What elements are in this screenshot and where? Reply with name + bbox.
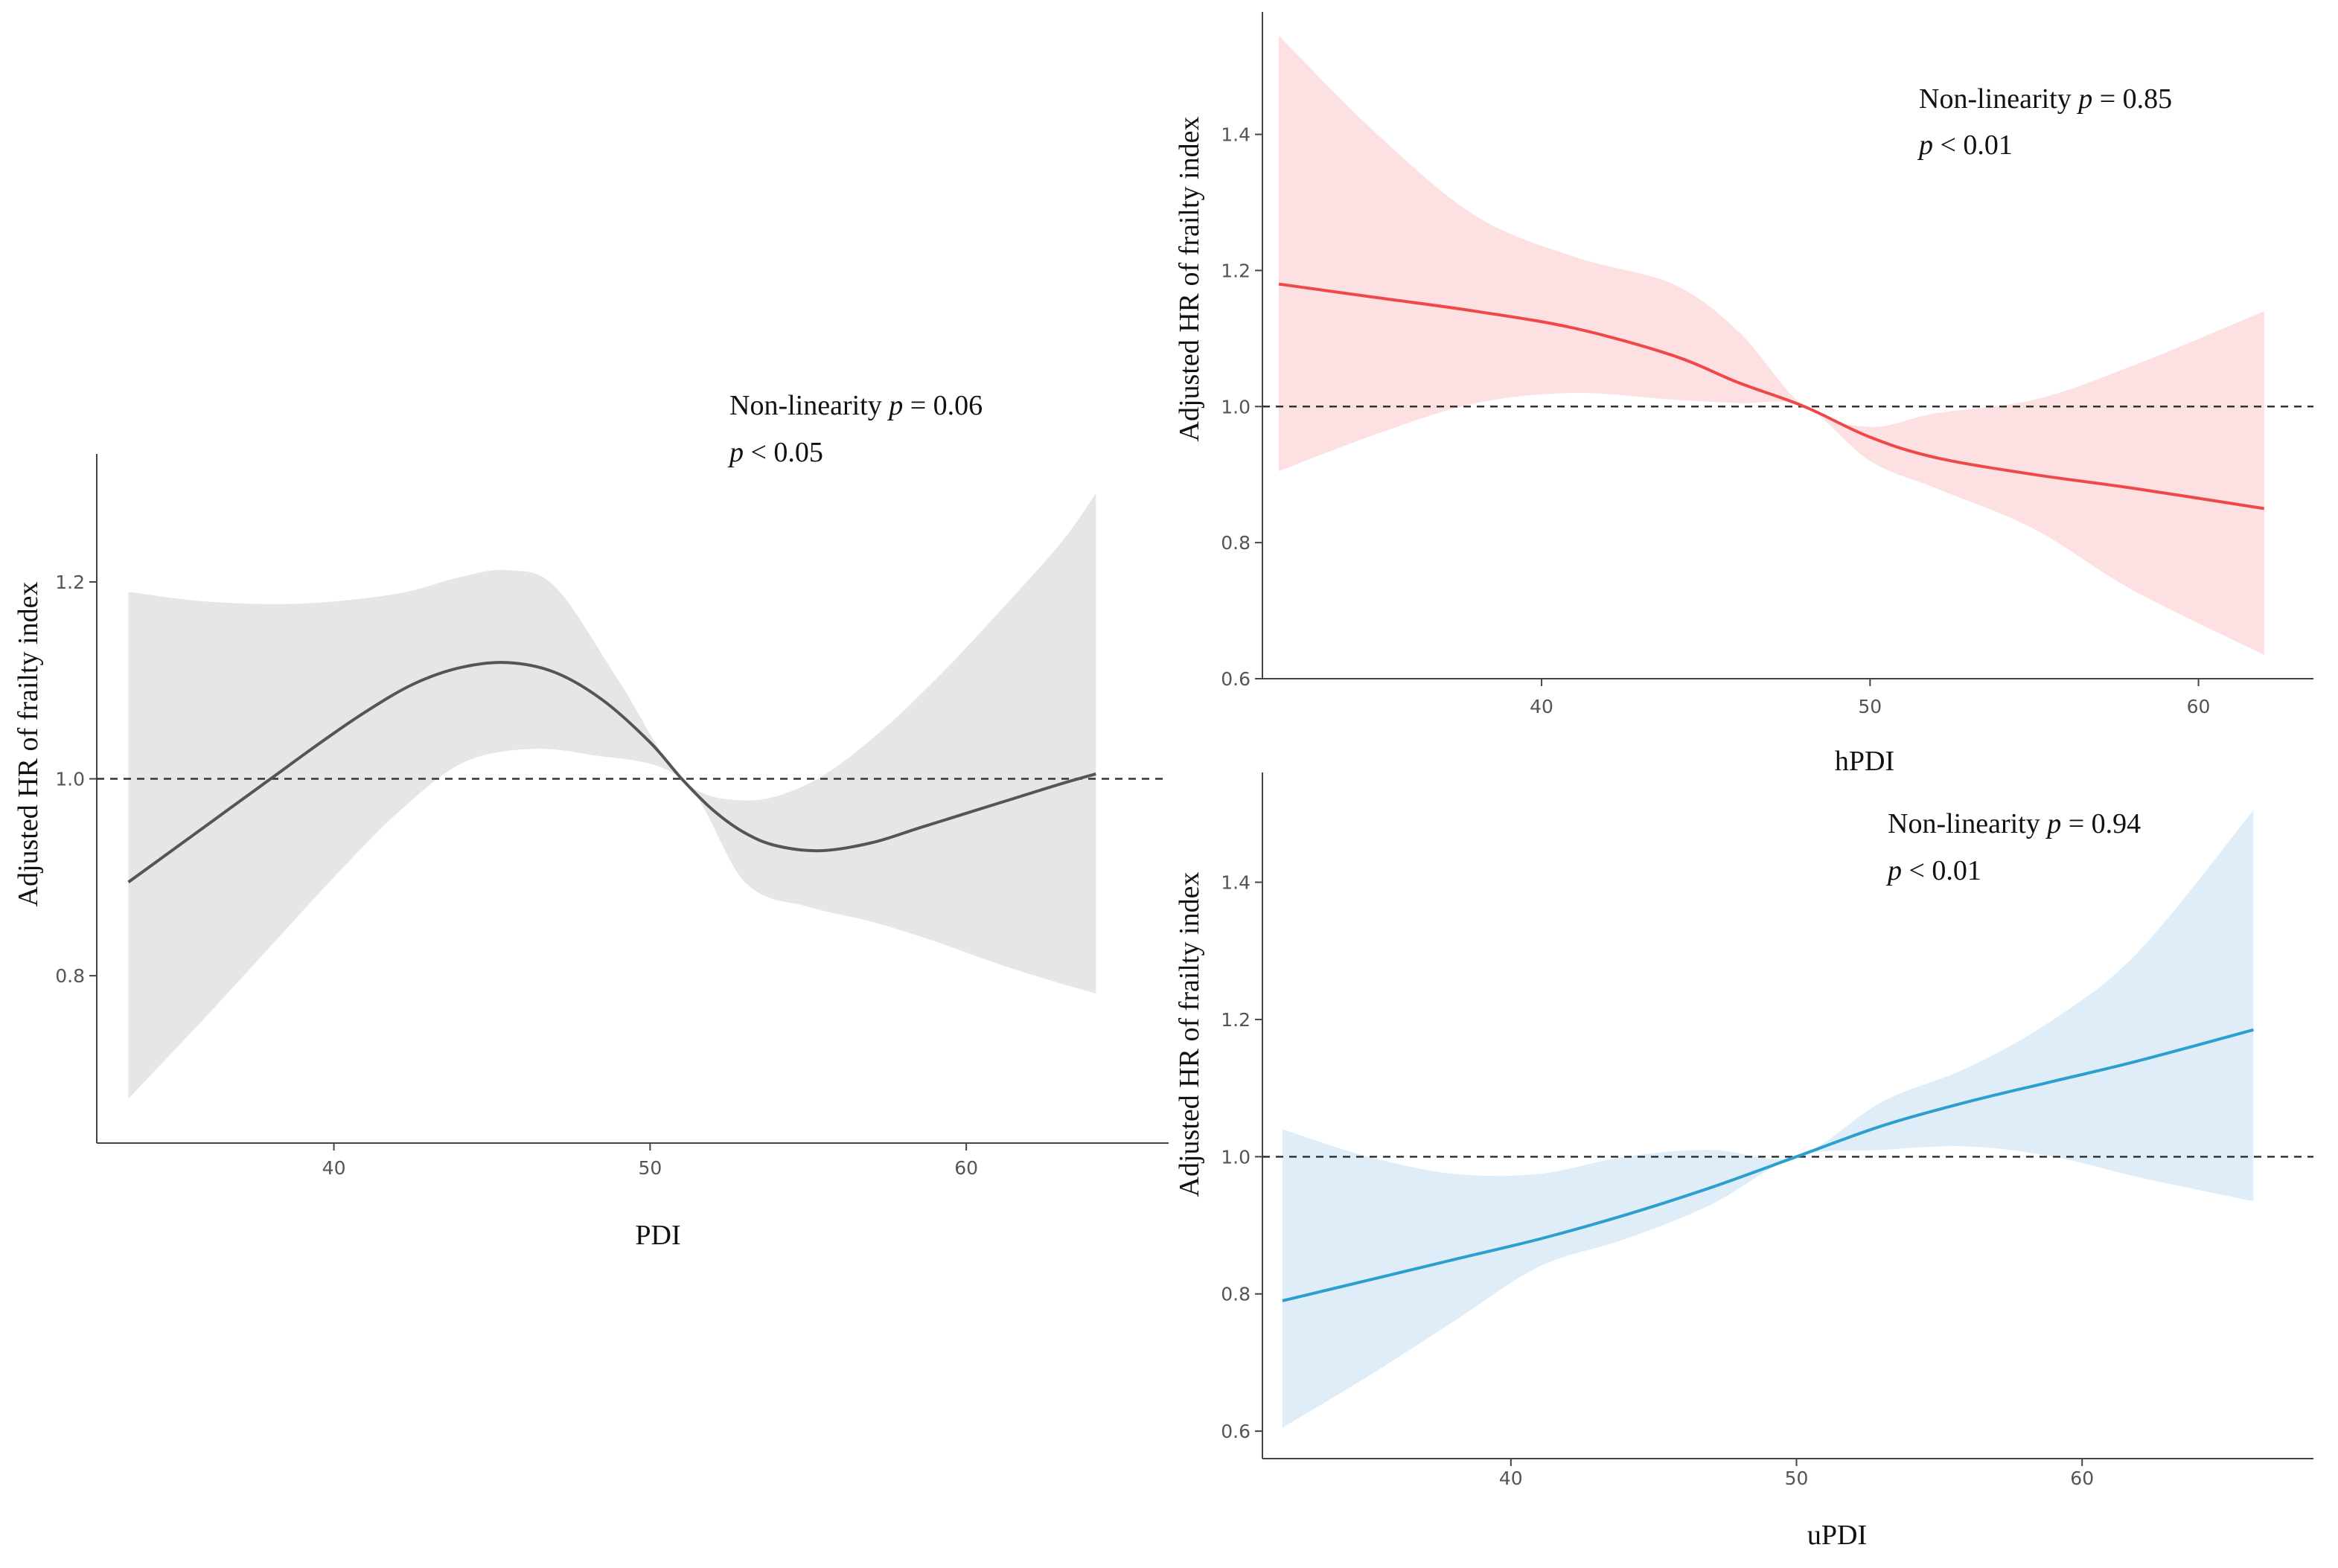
y-tick-label: 1.2 (1221, 1009, 1251, 1031)
confidence-band (128, 493, 1096, 1099)
x-tick-label: 50 (1858, 696, 1882, 717)
y-axis-title: Adjusted HR of frailty index (1174, 117, 1205, 442)
hr-curve (1278, 282, 2265, 511)
x-tick-label: 60 (2070, 1468, 2094, 1489)
confidence-band (1282, 810, 2254, 1428)
y-tick-label: 1.2 (55, 572, 85, 593)
y-tick-label: 1.4 (1221, 124, 1251, 146)
nonlinearity-annotation: Non-linearity p = 0.85 (1919, 83, 2172, 115)
y-tick-label: 1.0 (1221, 396, 1251, 417)
p-value-annotation: p < 0.05 (727, 437, 823, 468)
y-tick-label: 1.0 (1221, 1146, 1251, 1168)
y-tick-label: 0.8 (1221, 1284, 1251, 1305)
nonlinearity-annotation: Non-linearity p = 0.06 (729, 390, 983, 421)
confidence-band (1279, 36, 2264, 655)
x-tick-label: 50 (1785, 1468, 1809, 1489)
x-tick-label: 60 (2187, 696, 2211, 717)
chart-panel-hpdi: 0.6 0.8 1.0 1.2 1.4 40 50 60 hPDI Adjusted HR of … (1174, 12, 2313, 777)
y-tick-label: 0.8 (1221, 532, 1251, 554)
x-axis-title: PDI (635, 1220, 680, 1251)
x-tick-label: 40 (1499, 1468, 1523, 1489)
hr-curve (1282, 1028, 2254, 1302)
p-value-annotation: p < 0.01 (1917, 129, 2013, 161)
y-tick-label: 1.2 (1221, 260, 1251, 281)
x-tick-label: 60 (954, 1157, 978, 1179)
x-axis-title: hPDI (1835, 746, 1894, 777)
x-tick-label: 50 (638, 1157, 662, 1179)
x-tick-label: 40 (322, 1157, 346, 1179)
y-axis-title: Adjusted HR of frailty index (13, 582, 44, 907)
chart-panel-updi: 0.6 0.8 1.0 1.2 1.4 40 50 60 uPDI Adjusted HR of … (1174, 772, 2313, 1551)
y-axis-title: Adjusted HR of frailty index (1174, 872, 1205, 1197)
y-tick-label: 0.8 (55, 965, 85, 987)
x-tick-label: 40 (1530, 696, 1553, 717)
y-tick-label: 0.6 (1221, 668, 1251, 690)
p-value-annotation: p < 0.01 (1885, 855, 1981, 886)
chart-panel-pdi: 0.8 1.0 1.2 40 50 60 PDI Adjusted HR of frailty… (13, 390, 1169, 1251)
x-axis-title: uPDI (1807, 1520, 1867, 1551)
hr-curve (127, 661, 1096, 884)
nonlinearity-annotation: Non-linearity p = 0.94 (1888, 808, 2141, 839)
y-tick-label: 1.4 (1221, 872, 1251, 894)
y-tick-label: 1.0 (55, 769, 85, 790)
y-tick-label: 0.6 (1221, 1421, 1251, 1442)
